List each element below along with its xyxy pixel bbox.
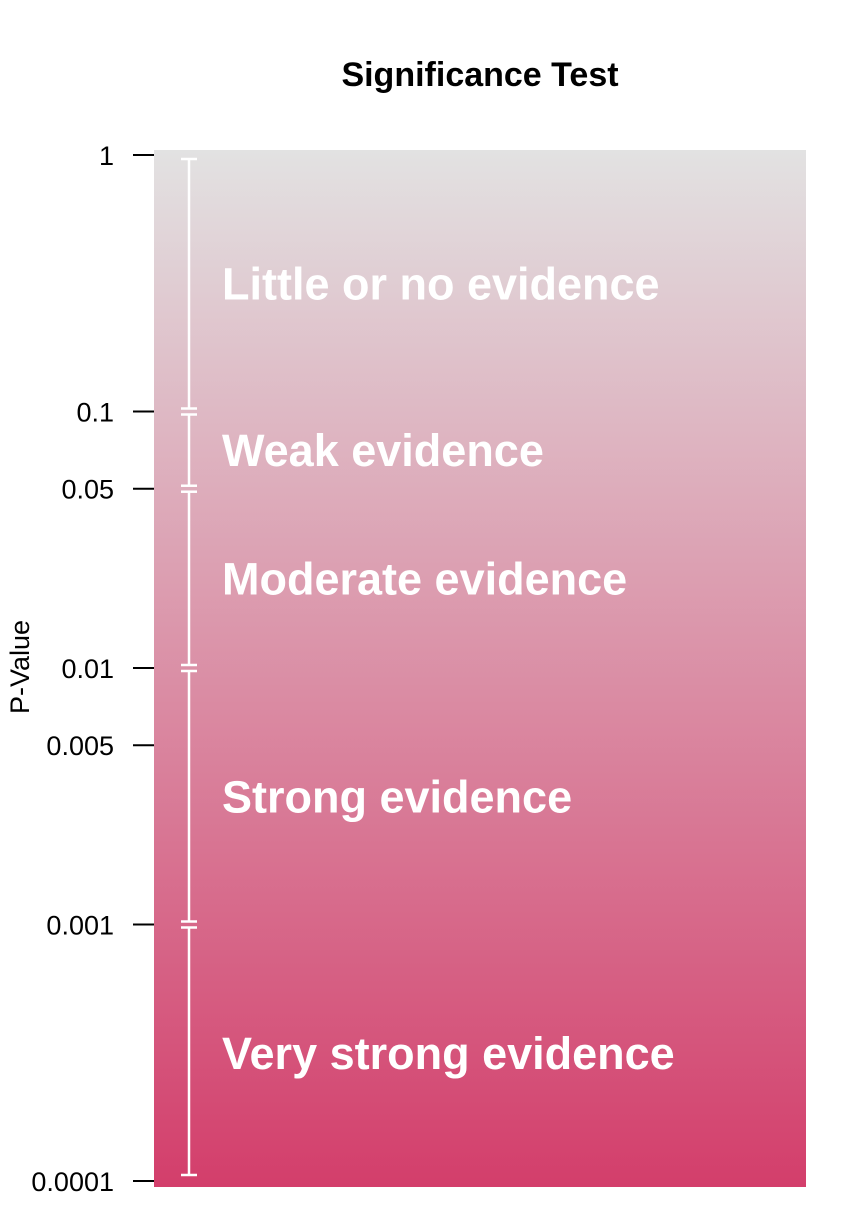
y-tick-label: 1 bbox=[99, 141, 114, 171]
y-tick-label: 0.1 bbox=[76, 398, 114, 428]
band-bracket bbox=[181, 413, 197, 487]
y-axis-ticks: 1 0.1 0.05 0.01 0.005 0.001 0.0001 bbox=[31, 141, 154, 1197]
gradient-background bbox=[154, 150, 806, 1187]
band-label: Weak evidence bbox=[222, 425, 544, 476]
band-bracket bbox=[181, 669, 197, 923]
y-tick-label: 0.005 bbox=[46, 731, 114, 761]
band-bracket bbox=[181, 157, 197, 410]
band-bracket bbox=[181, 926, 197, 1177]
y-axis-label: P-Value bbox=[5, 620, 35, 714]
evidence-bands: Little or no evidence Weak evidence Modera… bbox=[181, 157, 675, 1177]
chart-title: Significance Test bbox=[341, 56, 618, 94]
y-tick-label: 0.05 bbox=[61, 475, 114, 505]
band-label: Little or no evidence bbox=[222, 258, 660, 309]
y-tick-label: 0.001 bbox=[46, 911, 114, 941]
band-bracket bbox=[181, 490, 197, 667]
band-label: Very strong evidence bbox=[222, 1028, 675, 1079]
y-tick-label: 0.01 bbox=[61, 654, 114, 684]
y-tick-label: 0.0001 bbox=[31, 1167, 114, 1197]
band-label: Moderate evidence bbox=[222, 553, 627, 604]
band-label: Strong evidence bbox=[222, 771, 572, 822]
